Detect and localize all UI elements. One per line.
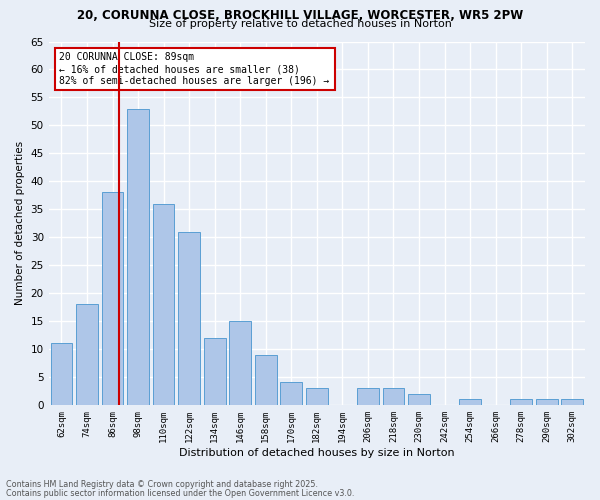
Bar [101,192,124,405]
Bar [510,399,532,405]
Text: Size of property relative to detached houses in Norton: Size of property relative to detached ho… [149,19,451,29]
Bar [204,338,226,405]
Y-axis label: Number of detached properties: Number of detached properties [15,141,25,305]
Bar [383,388,404,405]
Bar [562,399,583,405]
Text: Contains HM Land Registry data © Crown copyright and database right 2025.: Contains HM Land Registry data © Crown c… [6,480,318,489]
Bar [306,388,328,405]
X-axis label: Distribution of detached houses by size in Norton: Distribution of detached houses by size … [179,448,455,458]
Bar [178,232,200,405]
Bar [459,399,481,405]
Bar [76,304,98,405]
Bar [50,344,72,405]
Bar [229,321,251,405]
Text: 20 CORUNNA CLOSE: 89sqm
← 16% of detached houses are smaller (38)
82% of semi-de: 20 CORUNNA CLOSE: 89sqm ← 16% of detache… [59,52,329,86]
Bar [536,399,557,405]
Bar [127,108,149,405]
Bar [408,394,430,405]
Bar [357,388,379,405]
Bar [255,354,277,405]
Bar [153,204,175,405]
Text: Contains public sector information licensed under the Open Government Licence v3: Contains public sector information licen… [6,488,355,498]
Bar [280,382,302,405]
Text: 20, CORUNNA CLOSE, BROCKHILL VILLAGE, WORCESTER, WR5 2PW: 20, CORUNNA CLOSE, BROCKHILL VILLAGE, WO… [77,9,523,22]
